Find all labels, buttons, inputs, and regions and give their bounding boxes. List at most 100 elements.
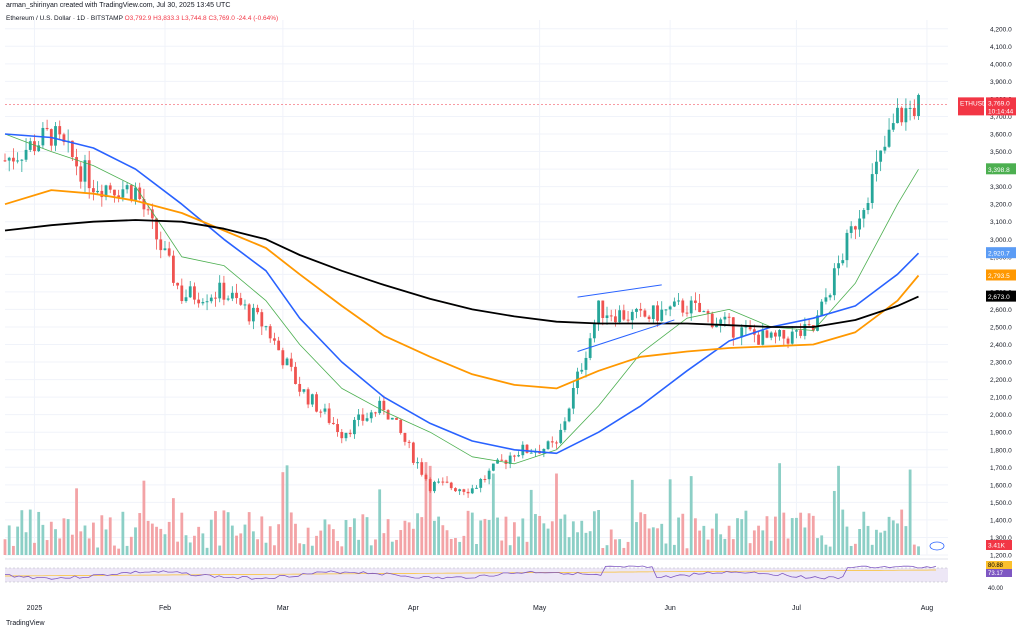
volume-bar — [479, 520, 483, 555]
volume-bar — [614, 539, 617, 555]
candle — [820, 301, 824, 316]
volume-bar — [121, 511, 125, 555]
volume-bar — [816, 538, 819, 555]
candle — [858, 218, 861, 230]
volume-bar — [433, 520, 436, 555]
candle — [117, 195, 121, 198]
volume-bar — [3, 539, 7, 555]
volume-bar — [159, 528, 163, 555]
candle — [340, 432, 344, 439]
volume-bar — [294, 523, 297, 555]
candle — [891, 123, 895, 130]
y-tick-label: 3,900.0 — [990, 79, 1012, 86]
volume-bar — [811, 515, 815, 555]
candle — [508, 455, 512, 464]
candle — [323, 408, 327, 412]
volume-bar — [268, 526, 272, 555]
candle — [841, 260, 845, 264]
ma50-tag — [986, 247, 1016, 259]
candle — [449, 482, 453, 489]
ma100-tag — [986, 269, 1016, 281]
volume-bar — [799, 512, 803, 555]
candle — [542, 448, 546, 454]
volume-bar — [155, 526, 158, 555]
volume-bar — [315, 535, 318, 555]
volume-bar — [491, 473, 495, 555]
volume-bar — [96, 547, 100, 555]
volume-bar — [601, 548, 605, 555]
candle — [113, 189, 116, 196]
ticker-label: ETHUSD — [960, 100, 987, 107]
y-tick-label: 2,300.0 — [990, 360, 1012, 367]
candle — [765, 330, 769, 338]
volume-bar — [281, 472, 285, 555]
candle — [832, 268, 836, 296]
volume-bar — [521, 518, 525, 555]
candle — [689, 300, 693, 314]
volume-bar — [54, 529, 57, 555]
volume-bar — [146, 520, 150, 555]
candle — [100, 190, 104, 198]
candle — [264, 326, 268, 328]
volume-bar — [538, 515, 542, 555]
volume-bar — [748, 543, 752, 555]
volume-bar — [306, 527, 310, 555]
candle — [184, 297, 188, 302]
candle — [491, 463, 495, 471]
x-tick-label: Jul — [792, 605, 801, 612]
candle — [672, 301, 676, 307]
volume-bar — [37, 511, 41, 555]
volume-bar — [660, 523, 664, 555]
candle — [411, 442, 415, 463]
candle — [121, 189, 125, 198]
volume-label: 3.41K — [988, 543, 1006, 550]
candle — [193, 286, 196, 300]
volume-bar — [622, 547, 626, 555]
candle — [639, 308, 643, 311]
candle — [866, 203, 870, 211]
candle — [437, 481, 441, 483]
volume-bar — [828, 546, 832, 555]
volume-bar — [702, 525, 706, 555]
volume-bar — [517, 536, 520, 555]
candle — [230, 292, 234, 299]
volume-bar — [710, 528, 714, 555]
candle — [54, 126, 57, 146]
volume-bar — [75, 488, 78, 555]
candle — [896, 107, 899, 124]
volume-bar — [879, 532, 883, 555]
volume-bar — [656, 528, 659, 555]
candle — [12, 157, 15, 162]
candle — [361, 414, 365, 421]
candle — [403, 432, 407, 442]
candle — [75, 157, 78, 167]
volume-bar — [407, 522, 411, 555]
candle — [609, 315, 613, 317]
candle — [466, 491, 470, 494]
volume-bar — [576, 532, 579, 555]
candle — [159, 239, 163, 251]
candle — [70, 140, 74, 158]
y-tick-label: 3,100.0 — [990, 219, 1012, 226]
candle — [879, 150, 883, 162]
volume-bar — [369, 545, 373, 555]
trendline-upper — [577, 284, 662, 298]
candle — [214, 297, 217, 299]
candle — [298, 383, 302, 392]
volume-bar — [344, 520, 348, 555]
candle — [660, 309, 664, 321]
volume-bar — [668, 479, 672, 555]
candle — [205, 301, 209, 303]
candle — [719, 319, 723, 324]
tradingview-logo: TradingView — [6, 620, 45, 627]
candle — [500, 459, 504, 461]
candle — [407, 441, 411, 443]
candle — [125, 185, 129, 190]
volume-bar — [769, 540, 773, 555]
volume-bar — [256, 539, 259, 555]
volume-bar — [235, 535, 238, 555]
volume-bar — [824, 544, 828, 555]
volume-bar — [87, 538, 91, 555]
candle — [382, 400, 386, 411]
